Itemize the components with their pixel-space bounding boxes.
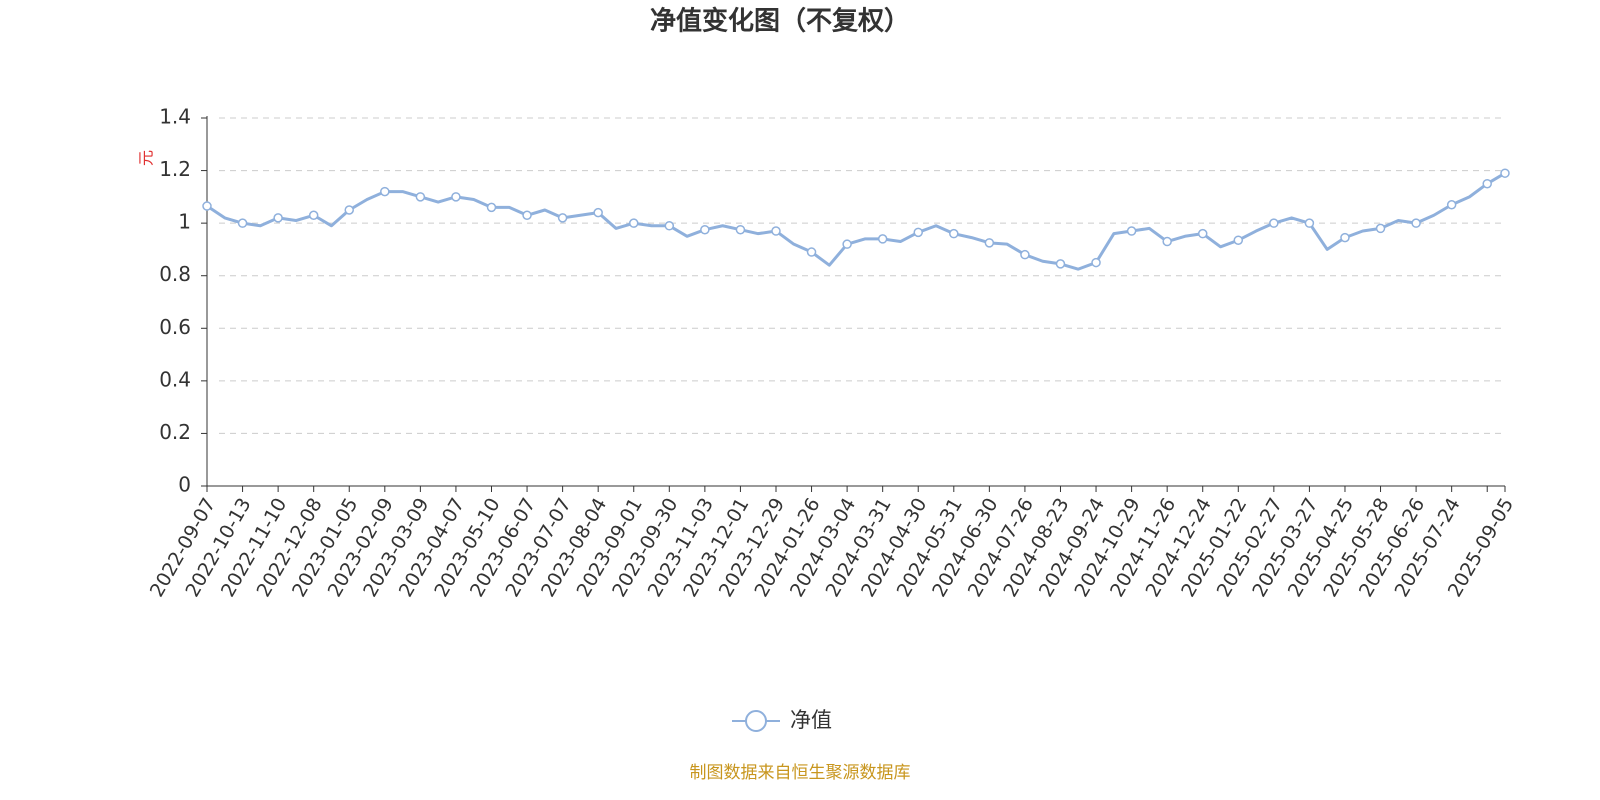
chart-title: 净值变化图（不复权） xyxy=(650,6,910,37)
point-marker xyxy=(1304,218,1315,228)
point-marker xyxy=(1411,218,1421,228)
y-axis-label: 元 xyxy=(137,150,156,166)
point-marker xyxy=(628,218,639,228)
y-tick-label: 0.2 xyxy=(159,420,191,444)
point-marker xyxy=(273,213,283,223)
point-marker xyxy=(877,234,888,244)
point-marker xyxy=(1269,218,1279,228)
point-marker xyxy=(1500,168,1510,178)
point-marker xyxy=(771,226,781,236)
point-marker xyxy=(984,238,995,248)
point-marker xyxy=(1020,249,1030,260)
point-marker xyxy=(486,202,497,213)
point-marker xyxy=(1340,232,1350,243)
point-marker xyxy=(593,207,603,218)
point-marker xyxy=(344,205,354,215)
y-tick-label: 0.8 xyxy=(159,262,191,286)
point-marker xyxy=(522,210,532,221)
point-marker xyxy=(451,192,461,202)
y-tick-label: 1.2 xyxy=(159,157,191,181)
point-marker xyxy=(735,224,746,235)
point-marker xyxy=(949,228,959,239)
point-marker xyxy=(1197,228,1208,239)
point-marker xyxy=(700,224,710,235)
point-marker xyxy=(806,247,817,257)
point-marker xyxy=(1233,235,1244,245)
y-tick-label: 1 xyxy=(178,210,191,234)
legend-marker xyxy=(745,710,767,732)
source-note: 制图数据来自恒生聚源数据库 xyxy=(690,763,911,783)
point-marker xyxy=(842,239,852,249)
point-marker xyxy=(237,218,248,228)
point-marker xyxy=(1055,259,1066,269)
point-marker xyxy=(1091,257,1101,268)
legend-label: 净值 xyxy=(790,708,832,732)
point-marker xyxy=(913,227,923,238)
point-marker xyxy=(664,221,675,231)
y-tick-label: 0 xyxy=(178,473,191,497)
point-marker xyxy=(415,192,426,202)
point-marker xyxy=(380,186,390,197)
point-marker xyxy=(202,201,212,211)
point-marker xyxy=(308,210,319,221)
point-marker xyxy=(1482,178,1492,189)
y-tick-label: 0.4 xyxy=(159,367,191,391)
point-marker xyxy=(1446,199,1457,210)
point-marker xyxy=(1375,223,1386,234)
point-marker xyxy=(557,213,568,223)
point-marker xyxy=(1126,226,1137,236)
y-tick-label: 0.6 xyxy=(159,315,191,339)
point-marker xyxy=(1162,236,1172,247)
y-tick-label: 1.4 xyxy=(159,105,191,129)
